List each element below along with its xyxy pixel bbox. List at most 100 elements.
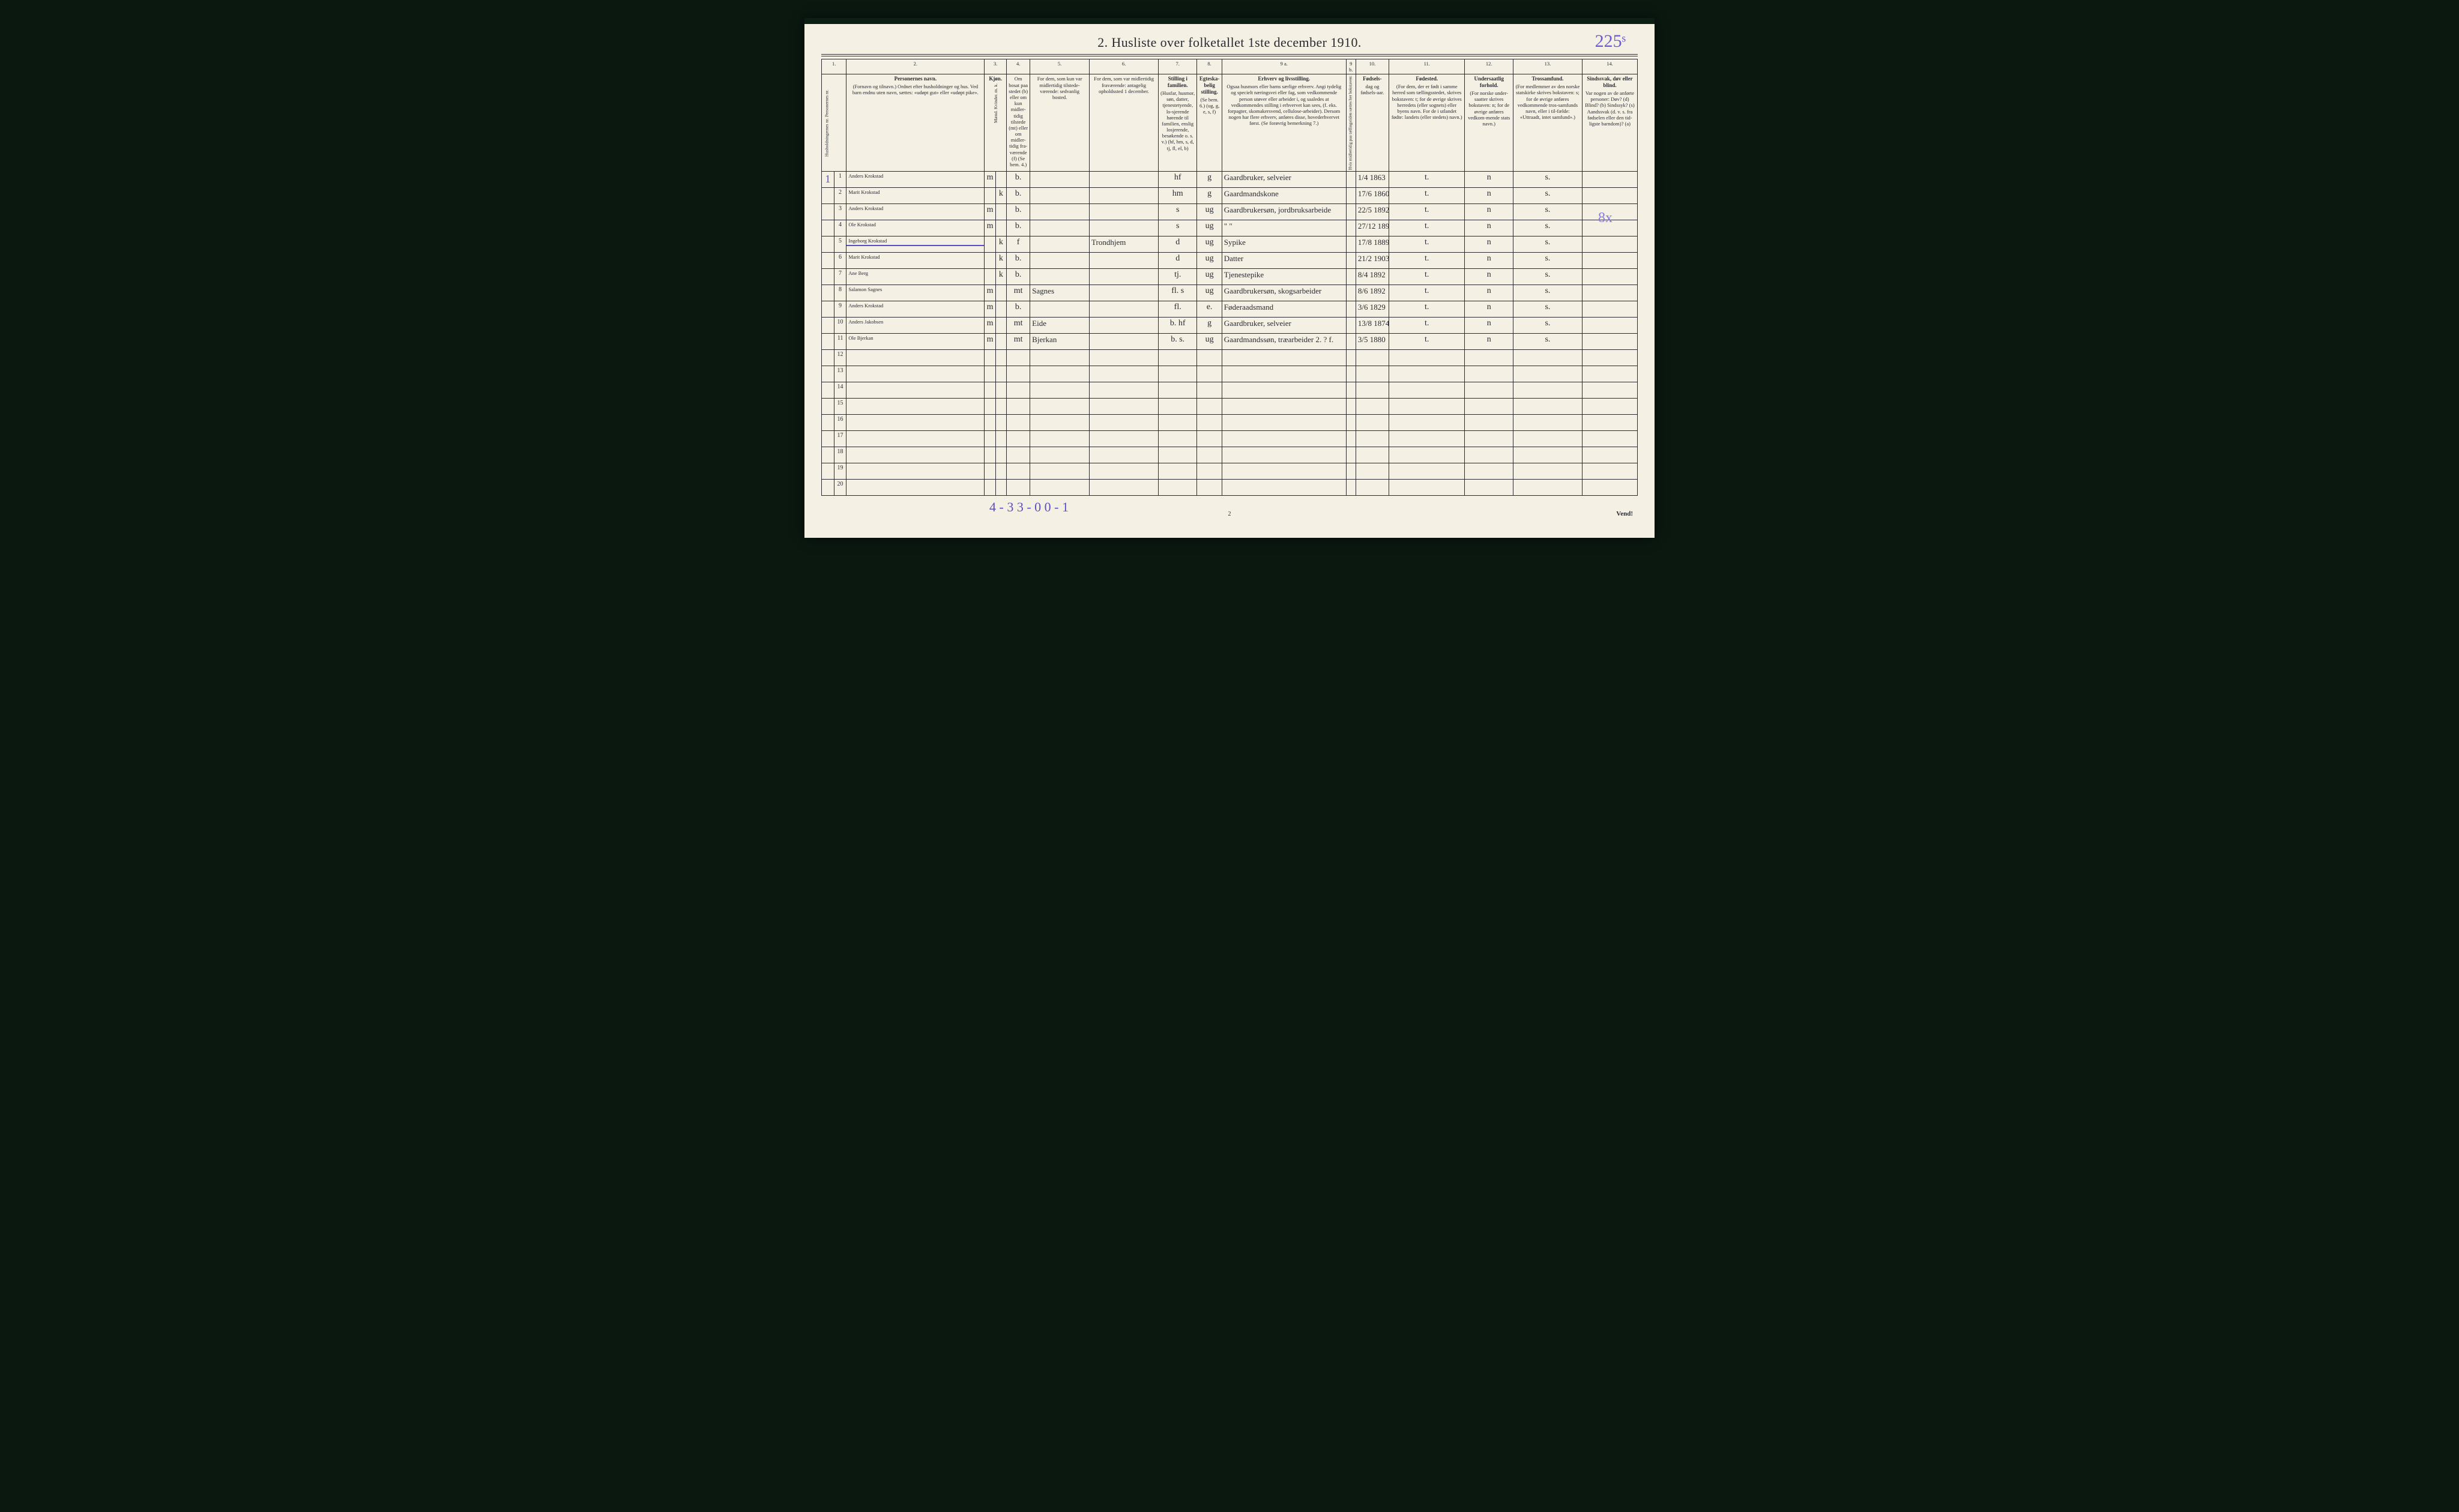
colnum-9a: 9 a. — [1222, 59, 1346, 74]
hdr-3-body: Mænd. Kvinder. m. k. — [993, 83, 998, 123]
cell-person-nr: 11 — [834, 334, 846, 350]
cell-9b — [1346, 318, 1356, 334]
cell-empty — [1389, 415, 1465, 431]
hdr-10-body: dag og fødsels-aar. — [1360, 83, 1384, 95]
cell-nationality: n — [1465, 204, 1513, 220]
table-row-empty: 14 — [822, 382, 1638, 399]
cell-usual-residence — [1030, 301, 1090, 318]
cell-empty — [1007, 399, 1030, 415]
cell-birthplace: t. — [1389, 172, 1465, 188]
cell-empty — [1513, 350, 1582, 366]
cell-empty — [1007, 415, 1030, 431]
cell-sex-m: m — [985, 318, 995, 334]
cell-birth-date: 3/5 1880 — [1356, 334, 1389, 350]
cell-person-nr: 7 — [834, 269, 846, 285]
cell-empty — [1030, 480, 1090, 496]
hdr-5: For dem, som kun var midlertidig tilsted… — [1030, 74, 1090, 172]
cell-person-nr: 10 — [834, 318, 846, 334]
hdr-2-body: (Fornavn og tilnavn.) Ordnet efter husho… — [852, 83, 979, 95]
cell-residence-status: b. — [1007, 204, 1030, 220]
cell-sex-m: m — [985, 301, 995, 318]
cell-name: Marit Krokstad — [846, 188, 985, 204]
cell-name: Salamon Sagnes — [846, 285, 985, 301]
annotation-top-right: 225ˢ — [1595, 31, 1626, 52]
cell-empty — [1222, 431, 1346, 447]
hdr-11-title: Fødested. — [1391, 76, 1462, 82]
cell-empty — [1090, 415, 1159, 431]
footer: 4 - 3 3 - 0 0 - 1 2 Vend! — [821, 499, 1638, 517]
cell-birthplace: t. — [1389, 220, 1465, 236]
cell-empty — [1159, 480, 1197, 496]
cell-usual-residence — [1030, 188, 1090, 204]
cell-empty — [1159, 415, 1197, 431]
cell-empty — [1090, 366, 1159, 382]
cell-empty — [1197, 382, 1222, 399]
hdr-7: Stilling i familien. (Husfar, husmor, sø… — [1159, 74, 1197, 172]
cell-empty — [1389, 480, 1465, 496]
cell-residence-status: f — [1007, 236, 1030, 253]
cell-empty — [1582, 350, 1637, 366]
cell-empty — [1159, 447, 1197, 463]
hdr-3: Kjøn. Mænd. Kvinder. m. k. — [985, 74, 1007, 172]
cell-empty — [1465, 415, 1513, 431]
header-row: Husholdningernes nr. Personernes nr. Per… — [822, 74, 1638, 172]
cell-absent-location — [1090, 334, 1159, 350]
hdr-9b: Hvis midlertidig paa tællingstiden sætte… — [1346, 74, 1356, 172]
cell-household-nr — [822, 253, 834, 269]
cell-occupation: Gaardbruker, selveier — [1222, 172, 1346, 188]
cell-occupation: Gaardbruker, selveier — [1222, 318, 1346, 334]
cell-person-nr: 9 — [834, 301, 846, 318]
cell-birth-date: 21/2 1903 — [1356, 253, 1389, 269]
cell-religion: s. — [1513, 269, 1582, 285]
cell-birth-date: 8/4 1892 — [1356, 269, 1389, 285]
cell-empty — [995, 399, 1006, 415]
cell-sex-k — [995, 318, 1006, 334]
cell-empty — [1513, 431, 1582, 447]
cell-empty — [995, 447, 1006, 463]
cell-empty — [1513, 447, 1582, 463]
cell-9b — [1346, 188, 1356, 204]
cell-absent-location — [1090, 269, 1159, 285]
cell-empty — [1090, 382, 1159, 399]
cell-empty — [1030, 399, 1090, 415]
cell-nationality: n — [1465, 318, 1513, 334]
table-row: 6Marit Krokstadkb.dugDatter21/2 1903t.ns… — [822, 253, 1638, 269]
table-row: 11Anders Krokstadmb.hfgGaardbruker, selv… — [822, 172, 1638, 188]
cell-religion: s. — [1513, 220, 1582, 236]
cell-empty — [1356, 431, 1389, 447]
cell-empty — [1222, 399, 1346, 415]
table-row: 11Ole BjerkanmmtBjerkanb. s.ugGaardmands… — [822, 334, 1638, 350]
cell-household-nr — [822, 269, 834, 285]
hdr-8-body: (Se bem. 6.) (ug, g, e, s, f) — [1199, 97, 1219, 115]
cell-religion: s. — [1513, 253, 1582, 269]
cell-usual-residence — [1030, 204, 1090, 220]
cell-empty — [1465, 447, 1513, 463]
cell-disability — [1582, 285, 1637, 301]
cell-empty — [1389, 447, 1465, 463]
cell-9b — [1346, 334, 1356, 350]
cell-empty — [1007, 480, 1030, 496]
cell-empty — [1197, 366, 1222, 382]
cell-family-position: fl. s — [1159, 285, 1197, 301]
cell-residence-status: b. — [1007, 188, 1030, 204]
cell-empty — [995, 415, 1006, 431]
colnum-13: 13. — [1513, 59, 1582, 74]
cell-family-position: s — [1159, 204, 1197, 220]
cell-empty — [1582, 399, 1637, 415]
cell-religion: s. — [1513, 188, 1582, 204]
hdr-11: Fødested. (For dem, der er født i samme … — [1389, 74, 1465, 172]
page-title: 2. Husliste over folketallet 1ste decemb… — [1097, 35, 1362, 50]
cell-empty — [1007, 366, 1030, 382]
cell-disability — [1582, 172, 1637, 188]
cell-household-nr — [822, 220, 834, 236]
cell-empty — [1197, 415, 1222, 431]
colnum-7: 7. — [1159, 59, 1197, 74]
cell-marital-status: g — [1197, 172, 1222, 188]
cell-nationality: n — [1465, 334, 1513, 350]
cell-empty — [822, 366, 834, 382]
cell-sex-m — [985, 188, 995, 204]
cell-empty — [1030, 350, 1090, 366]
colnum-11: 11. — [1389, 59, 1465, 74]
cell-religion: s. — [1513, 236, 1582, 253]
cell-sex-m — [985, 253, 995, 269]
